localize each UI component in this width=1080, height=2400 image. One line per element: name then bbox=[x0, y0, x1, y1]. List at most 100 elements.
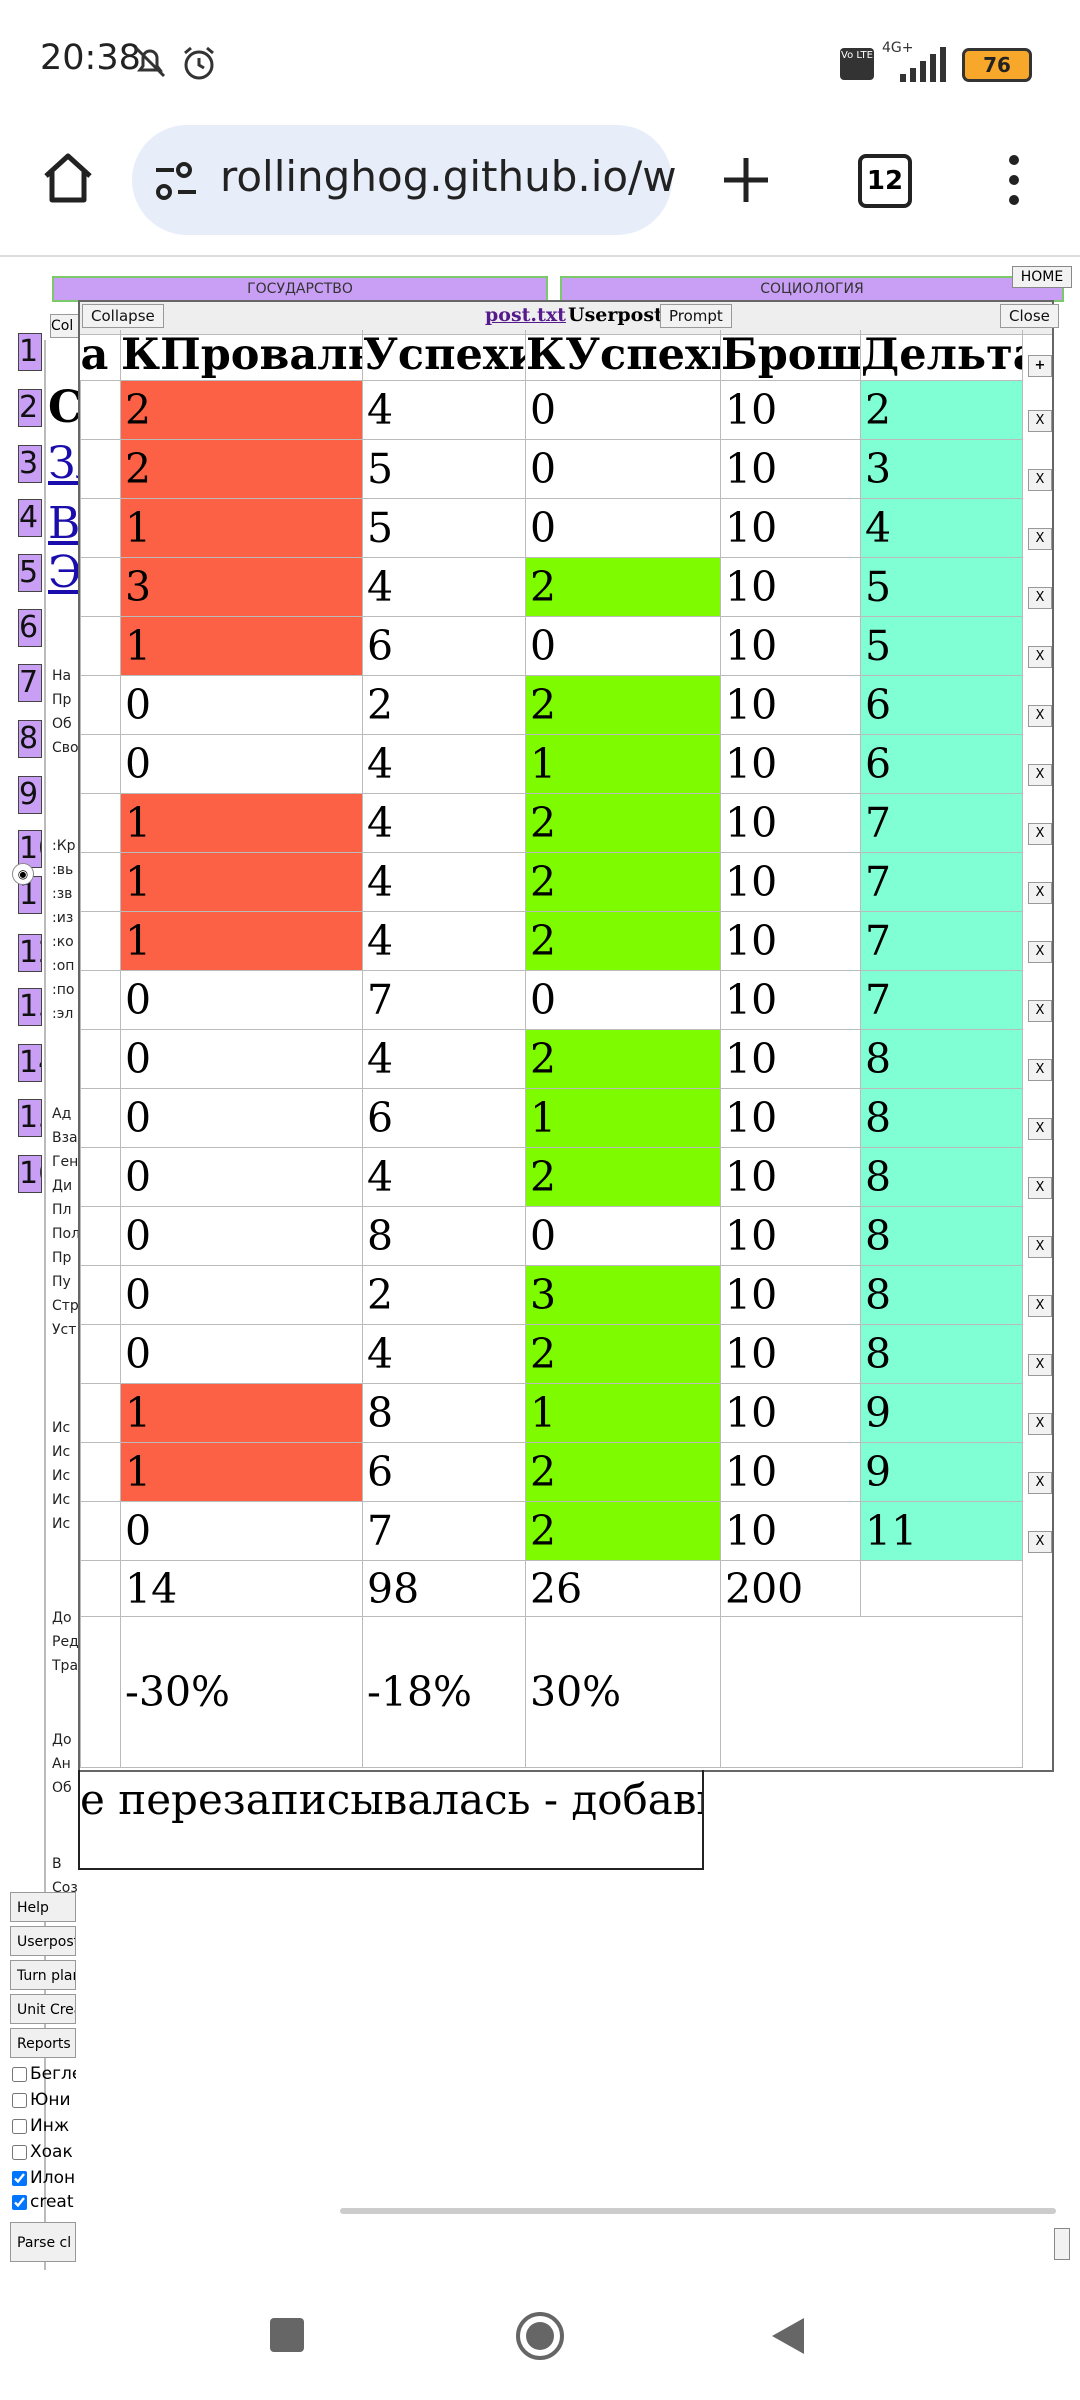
reports-button[interactable]: Reports bbox=[10, 2028, 76, 2058]
table-cell[interactable]: 2 bbox=[362, 1265, 526, 1325]
row-number[interactable]: 16 bbox=[18, 1155, 42, 1193]
table-cell[interactable]: 6 bbox=[860, 734, 1023, 794]
remove-row-button[interactable]: X bbox=[1028, 528, 1052, 550]
table-cell[interactable]: 1 bbox=[525, 1383, 721, 1443]
checkbox[interactable] bbox=[12, 2066, 27, 2082]
table-cell[interactable]: 9 bbox=[860, 1383, 1023, 1443]
table-cell[interactable]: 2 bbox=[120, 380, 363, 440]
menu-icon[interactable] bbox=[996, 150, 1032, 210]
table-cell[interactable]: 4 bbox=[362, 793, 526, 853]
table-cell[interactable]: 10 bbox=[720, 1029, 861, 1089]
table-cell[interactable]: 0 bbox=[120, 1029, 363, 1089]
post-txt-link[interactable]: post.txt bbox=[485, 304, 566, 326]
table-cell[interactable]: 10 bbox=[720, 734, 861, 794]
table-cell[interactable]: 7 bbox=[362, 970, 526, 1030]
remove-row-button[interactable]: X bbox=[1028, 1531, 1052, 1553]
table-cell[interactable]: 2 bbox=[120, 439, 363, 499]
row-number[interactable]: 15 bbox=[18, 1099, 42, 1137]
remove-row-button[interactable]: X bbox=[1028, 1413, 1052, 1435]
add-row-button[interactable]: + bbox=[1028, 355, 1052, 378]
table-cell[interactable]: 0 bbox=[120, 1206, 363, 1266]
remove-row-button[interactable]: X bbox=[1028, 941, 1052, 963]
back-button[interactable] bbox=[770, 2316, 806, 2356]
table-cell[interactable]: 11 bbox=[860, 1501, 1023, 1561]
checkbox[interactable] bbox=[12, 2144, 27, 2160]
table-cell[interactable]: 0 bbox=[525, 498, 721, 558]
new-tab-icon[interactable] bbox=[718, 152, 774, 208]
checkbox[interactable] bbox=[12, 2170, 27, 2186]
remove-row-button[interactable]: X bbox=[1028, 1236, 1052, 1258]
row-number[interactable]: 10 bbox=[18, 830, 42, 868]
remove-row-button[interactable]: X bbox=[1028, 410, 1052, 432]
turn-plan-button[interactable]: Turn plan bbox=[10, 1960, 76, 1990]
row-number[interactable]: 12 bbox=[18, 934, 42, 972]
table-cell[interactable]: 5 bbox=[362, 439, 526, 499]
table-cell[interactable]: 10 bbox=[720, 439, 861, 499]
scroll-handle[interactable] bbox=[1054, 2228, 1070, 2260]
table-cell[interactable]: 7 bbox=[860, 970, 1023, 1030]
row-number[interactable]: 13 bbox=[18, 988, 42, 1026]
table-cell[interactable]: 5 bbox=[860, 557, 1023, 617]
table-cell[interactable]: 10 bbox=[720, 852, 861, 912]
row-number[interactable]: 9 bbox=[18, 776, 42, 814]
row-number[interactable]: 14 bbox=[18, 1044, 42, 1082]
page-link[interactable]: В bbox=[48, 498, 78, 549]
table-cell[interactable]: 10 bbox=[720, 380, 861, 440]
table-cell[interactable]: 1 bbox=[525, 734, 721, 794]
sociology-button[interactable]: СОЦИОЛОГИЯ bbox=[560, 276, 1064, 302]
checkbox[interactable] bbox=[12, 2118, 27, 2134]
table-cell[interactable]: 10 bbox=[720, 1088, 861, 1148]
remove-row-button[interactable]: X bbox=[1028, 1118, 1052, 1140]
row-number[interactable]: 7 bbox=[18, 664, 42, 702]
remove-row-button[interactable]: X bbox=[1028, 1059, 1052, 1081]
home-button[interactable]: HOME bbox=[1012, 266, 1072, 288]
checkbox-item[interactable]: Юни bbox=[12, 2090, 76, 2110]
table-cell[interactable]: 1 bbox=[120, 793, 363, 853]
remove-row-button[interactable]: X bbox=[1028, 705, 1052, 727]
table-cell[interactable]: 1 bbox=[120, 498, 363, 558]
table-cell[interactable]: 7 bbox=[860, 852, 1023, 912]
close-button[interactable]: Close bbox=[1000, 304, 1059, 328]
parse-cl-button[interactable]: Parse cl bbox=[10, 2222, 76, 2262]
row-number[interactable]: 8 bbox=[18, 720, 42, 758]
table-cell[interactable]: 10 bbox=[720, 1206, 861, 1266]
table-cell[interactable]: 4 bbox=[860, 498, 1023, 558]
home-icon[interactable] bbox=[40, 150, 96, 206]
checkbox-item[interactable]: Илон bbox=[12, 2168, 76, 2188]
page-link[interactable]: Зл bbox=[48, 438, 78, 489]
collapse-button[interactable]: Collapse bbox=[82, 304, 164, 328]
table-cell[interactable]: 1 bbox=[120, 852, 363, 912]
table-cell[interactable]: 6 bbox=[860, 675, 1023, 735]
remove-row-button[interactable]: X bbox=[1028, 469, 1052, 491]
table-cell[interactable]: 1 bbox=[120, 1383, 363, 1443]
checkbox-item[interactable]: Инж bbox=[12, 2116, 76, 2136]
table-cell[interactable]: 4 bbox=[362, 380, 526, 440]
table-cell[interactable]: 4 bbox=[362, 1147, 526, 1207]
unit-creat-button[interactable]: Unit Creat bbox=[10, 1994, 76, 2024]
table-cell[interactable]: 7 bbox=[362, 1501, 526, 1561]
table-cell[interactable]: 0 bbox=[120, 1324, 363, 1384]
checkbox[interactable] bbox=[12, 2194, 27, 2210]
table-cell[interactable]: 10 bbox=[720, 1442, 861, 1502]
table-cell[interactable]: 10 bbox=[720, 557, 861, 617]
table-cell[interactable]: 2 bbox=[525, 675, 721, 735]
table-cell[interactable]: 2 bbox=[525, 557, 721, 617]
remove-row-button[interactable]: X bbox=[1028, 882, 1052, 904]
help-button[interactable]: Help bbox=[10, 1892, 76, 1922]
checkbox-item[interactable]: Бегле bbox=[12, 2064, 76, 2084]
table-cell[interactable]: 8 bbox=[860, 1265, 1023, 1325]
row-number[interactable]: 5 bbox=[18, 554, 42, 592]
row-number[interactable]: 3 bbox=[18, 445, 42, 483]
table-cell[interactable]: 6 bbox=[362, 1088, 526, 1148]
checkbox-item[interactable]: creat bbox=[12, 2192, 76, 2212]
table-cell[interactable]: 2 bbox=[525, 1324, 721, 1384]
userpost-button[interactable]: Userpost bbox=[10, 1926, 76, 1956]
table-cell[interactable]: 4 bbox=[362, 852, 526, 912]
table-cell[interactable]: 1 bbox=[120, 1442, 363, 1502]
row-number[interactable]: 4 bbox=[18, 499, 42, 537]
table-cell[interactable]: 0 bbox=[120, 970, 363, 1030]
table-cell[interactable]: 10 bbox=[720, 1324, 861, 1384]
table-cell[interactable]: 9 bbox=[860, 1442, 1023, 1502]
remove-row-button[interactable]: X bbox=[1028, 1472, 1052, 1494]
table-cell[interactable]: 4 bbox=[362, 734, 526, 794]
